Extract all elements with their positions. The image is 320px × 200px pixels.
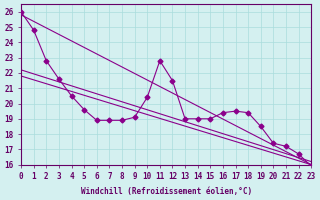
X-axis label: Windchill (Refroidissement éolien,°C): Windchill (Refroidissement éolien,°C) [81,187,252,196]
